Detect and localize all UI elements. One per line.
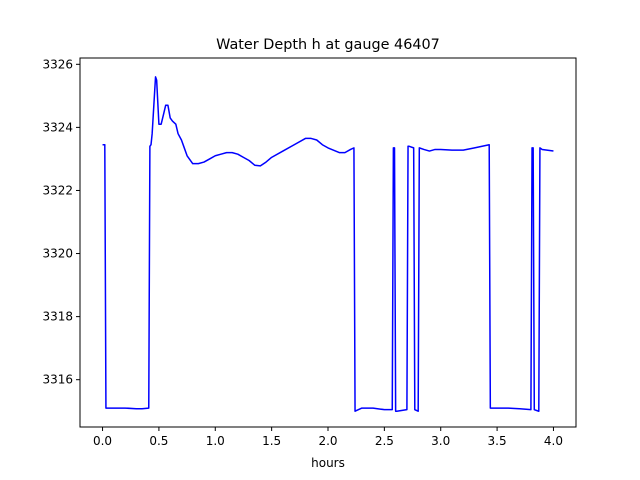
x-tick-label: 4.0 [544,434,563,448]
x-tick-label: 3.0 [431,434,450,448]
x-axis: 0.0 0.5 1.0 1.5 2.0 2.5 3.0 3.5 4.0 [93,427,563,448]
y-tick-label: 3324 [42,120,73,134]
y-tick-label: 3322 [42,183,73,197]
y-tick-label: 3320 [42,247,73,261]
y-tick-label: 3326 [42,57,73,71]
x-tick-label: 0.0 [93,434,112,448]
x-axis-label: hours [311,456,345,470]
y-tick-label: 3318 [42,310,73,324]
chart-title: Water Depth h at gauge 46407 [216,37,440,53]
y-axis: 3316 3318 3320 3322 3324 3326 [42,57,80,387]
x-tick-label: 3.5 [488,434,507,448]
x-tick-label: 1.0 [206,434,225,448]
x-tick-label: 2.0 [318,434,337,448]
series-line-0 [102,76,554,412]
plot-area [102,76,554,412]
axes-frame [79,57,577,428]
x-tick-label: 2.5 [375,434,394,448]
x-tick-label: 1.5 [262,434,281,448]
y-tick-label: 3316 [42,373,73,387]
x-tick-label: 0.5 [149,434,168,448]
